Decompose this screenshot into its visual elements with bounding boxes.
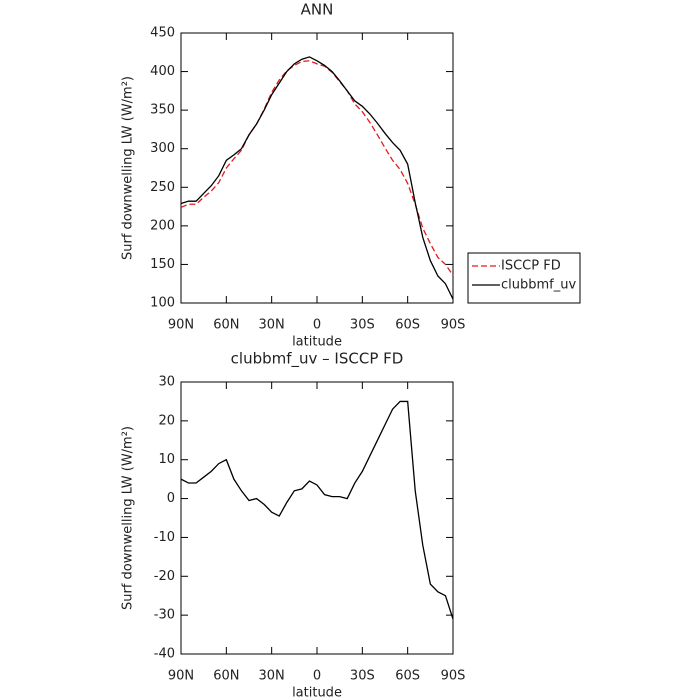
y-tick-label: 10	[158, 452, 175, 467]
y-tick-label: -20	[154, 569, 175, 584]
y-tick-label: 150	[150, 257, 175, 272]
data-line	[180, 60, 454, 276]
legend-box	[467, 252, 581, 304]
x-tick-label: 30N	[259, 318, 285, 333]
x-axis-label: latitude	[292, 335, 342, 350]
y-tick-label: 250	[150, 180, 175, 195]
x-tick-label: 60S	[395, 669, 420, 684]
x-tick-label: 60N	[213, 669, 239, 684]
x-axis-label: latitude	[292, 686, 342, 700]
y-tick-label: 350	[150, 103, 175, 118]
data-line	[180, 400, 454, 620]
y-tick-label: 200	[150, 218, 175, 233]
x-tick-label: 60S	[395, 318, 420, 333]
legend-label: clubbmf_uv	[501, 278, 576, 293]
plot-frame	[180, 32, 454, 304]
x-tick-label: 90S	[441, 318, 466, 333]
x-tick-label: 90N	[168, 669, 194, 684]
y-axis-label: Surf downwelling LW (W/m²)	[121, 76, 136, 260]
x-tick-label: 0	[313, 669, 321, 684]
y-tick-label: -30	[154, 608, 175, 623]
plot-frame	[180, 381, 454, 655]
data-line	[180, 56, 454, 300]
x-tick-label: 90N	[168, 318, 194, 333]
x-tick-label: 90S	[441, 669, 466, 684]
y-tick-label: 30	[158, 375, 175, 390]
y-tick-label: 300	[150, 141, 175, 156]
chart-title: clubbmf_uv – ISCCP FD	[231, 350, 404, 369]
x-tick-label: 60N	[213, 318, 239, 333]
y-axis-label: Surf downwelling LW (W/m²)	[121, 426, 136, 610]
y-tick-label: 20	[158, 413, 175, 428]
x-tick-label: 0	[313, 318, 321, 333]
x-tick-label: 30N	[259, 669, 285, 684]
x-tick-label: 30S	[350, 318, 375, 333]
legend-label: ISCCP FD	[501, 259, 561, 274]
chart-title: ANN	[301, 1, 334, 19]
y-tick-label: -10	[154, 530, 175, 545]
y-tick-label: 0	[167, 491, 175, 506]
x-tick-label: 30S	[350, 669, 375, 684]
y-tick-label: -40	[154, 647, 175, 662]
y-tick-label: 450	[150, 26, 175, 41]
y-tick-label: 100	[150, 296, 175, 311]
y-tick-label: 400	[150, 64, 175, 79]
